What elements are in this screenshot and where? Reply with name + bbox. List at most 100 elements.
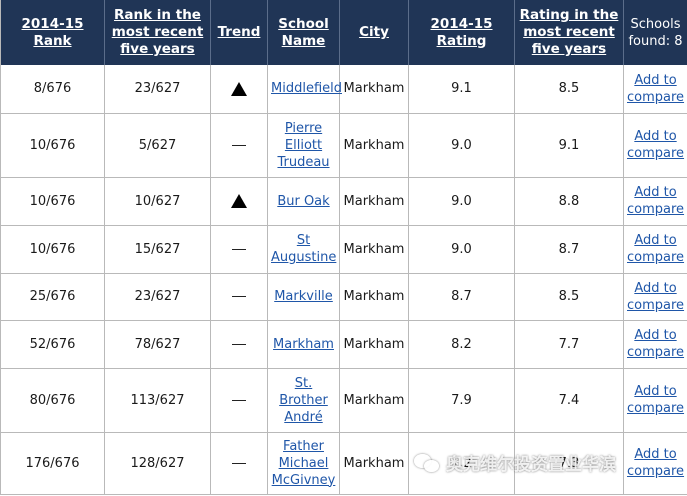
trend-cell (210, 368, 268, 433)
compare-cell: Add to compare (623, 65, 687, 114)
add-to-compare-link[interactable]: Add to compare (627, 447, 685, 479)
rank-five-years-cell: 23/627 (104, 65, 211, 114)
rating-cell: 8.2 (408, 320, 515, 369)
school-link[interactable]: St Augustine (271, 233, 337, 265)
column-header-rating[interactable]: 2014-15 Rating (408, 0, 515, 65)
school-name-cell: Bur Oak (267, 177, 340, 226)
add-to-compare-link[interactable]: Add to compare (627, 384, 685, 416)
school-name-cell: Middlefield (267, 65, 342, 114)
add-to-compare-link[interactable]: Add to compare (627, 328, 685, 360)
trend-flat-icon (232, 296, 246, 297)
compare-cell: Add to compare (623, 368, 687, 433)
table-row: 8/676 23/627 Middlefield Markham 9.1 8.5… (0, 65, 687, 114)
school-link[interactable]: Bur Oak (277, 193, 330, 209)
rank-cell: 10/676 (0, 177, 105, 226)
column-header-school-name[interactable]: School Name (267, 0, 340, 65)
school-link[interactable]: St. Brother André (279, 375, 328, 425)
school-link[interactable]: Pierre Elliott Trudeau (277, 120, 330, 170)
compare-cell: Add to compare (623, 432, 687, 495)
rating-five-years-cell: 7.7 (514, 320, 624, 369)
school-name-cell: Markville (267, 273, 340, 321)
column-header-city[interactable]: City (339, 0, 409, 65)
city-cell: Markham (339, 65, 409, 114)
table-header-row: 2014-15 Rank Rank in the most recent fiv… (0, 0, 687, 65)
rank-cell: 10/676 (0, 113, 105, 178)
trend-flat-icon (232, 399, 246, 401)
add-to-compare-link[interactable]: Add to compare (627, 72, 685, 105)
compare-cell: Add to compare (623, 113, 687, 178)
rank-five-years-cell: 128/627 (104, 432, 211, 495)
school-link[interactable]: Father Michael McGivney (271, 438, 336, 488)
column-header-trend[interactable]: Trend (210, 0, 268, 65)
rank-cell: 52/676 (0, 320, 105, 369)
rating-cell: 9.0 (408, 113, 515, 178)
rank-cell: 176/676 (0, 432, 105, 495)
table-row: 10/676 10/627 Bur Oak Markham 9.0 8.8 Ad… (0, 177, 687, 226)
compare-cell: Add to compare (623, 225, 687, 274)
rank-cell: 25/676 (0, 273, 105, 321)
compare-cell: Add to compare (623, 320, 687, 369)
city-cell: Markham (339, 177, 409, 226)
schools-found-count: Schools found: 8 (623, 0, 687, 65)
city-cell: Markham (339, 113, 409, 178)
rank-cell: 10/676 (0, 225, 105, 274)
trend-up-icon (231, 194, 247, 208)
rank-five-years-cell: 15/627 (104, 225, 211, 274)
table-row: 10/676 15/627 St Augustine Markham 9.0 8… (0, 225, 687, 274)
table-row: 10/676 5/627 Pierre Elliott Trudeau Mark… (0, 113, 687, 178)
rating-cell: 9.1 (408, 65, 515, 114)
table-row: 25/676 23/627 Markville Markham 8.7 8.5 … (0, 273, 687, 321)
rating-five-years-cell: 9.1 (514, 113, 624, 178)
trend-up-icon (231, 81, 247, 96)
trend-cell (210, 65, 268, 114)
rating-cell: 9.0 (408, 225, 515, 274)
rank-cell: 8/676 (0, 65, 105, 114)
add-to-compare-link[interactable]: Add to compare (627, 280, 685, 313)
rating-cell: 7.9 (408, 368, 515, 433)
rating-five-years-cell: 8.5 (514, 273, 624, 321)
rank-five-years-cell: 23/627 (104, 273, 211, 321)
rating-five-years-cell: 7.4 (514, 368, 624, 433)
city-cell: Markham (339, 320, 409, 369)
add-to-compare-link[interactable]: Add to compare (627, 129, 685, 161)
trend-cell (210, 273, 268, 321)
city-cell: Markham (339, 368, 409, 433)
add-to-compare-link[interactable]: Add to compare (627, 185, 685, 217)
rating-five-years-cell: 8.7 (514, 225, 624, 274)
trend-flat-icon (232, 343, 246, 345)
trend-cell (210, 177, 268, 226)
city-cell: Markham (339, 432, 409, 495)
rating-cell: 9.0 (408, 177, 515, 226)
column-header-rank-five-years[interactable]: Rank in the most recent five years (104, 0, 211, 65)
school-name-cell: St. Brother André (267, 368, 340, 433)
rating-cell: 8.7 (408, 273, 515, 321)
table-row: 52/676 78/627 Markham Markham 8.2 7.7 Ad… (0, 320, 687, 369)
school-name-cell: St Augustine (267, 225, 340, 274)
trend-flat-icon (232, 462, 246, 464)
rank-cell: 80/676 (0, 368, 105, 433)
school-link[interactable]: Middlefield (271, 81, 342, 97)
rank-five-years-cell: 5/627 (104, 113, 211, 178)
column-header-rank[interactable]: 2014-15 Rank (0, 0, 105, 65)
trend-flat-icon (232, 144, 246, 146)
city-cell: Markham (339, 225, 409, 274)
compare-cell: Add to compare (623, 177, 687, 226)
trend-cell (210, 320, 268, 369)
rating-five-years-cell: 8.5 (514, 65, 624, 114)
rank-five-years-cell: 113/627 (104, 368, 211, 433)
rank-five-years-cell: 78/627 (104, 320, 211, 369)
add-to-compare-link[interactable]: Add to compare (627, 233, 685, 265)
rating-five-years-cell: 8.8 (514, 177, 624, 226)
compare-cell: Add to compare (623, 273, 687, 321)
school-link[interactable]: Markville (274, 289, 333, 304)
rating-five-years-cell: 7.3 (514, 432, 624, 495)
school-link[interactable]: Markham (273, 336, 334, 352)
table-row: 176/676 128/627 Father Michael McGivney … (0, 432, 687, 495)
trend-cell (210, 432, 268, 495)
trend-flat-icon (232, 248, 246, 250)
rank-five-years-cell: 10/627 (104, 177, 211, 226)
column-header-rating-five-years[interactable]: Rating in the most recent five years (514, 0, 624, 65)
trend-cell (210, 113, 268, 178)
school-name-cell: Father Michael McGivney (267, 432, 340, 495)
